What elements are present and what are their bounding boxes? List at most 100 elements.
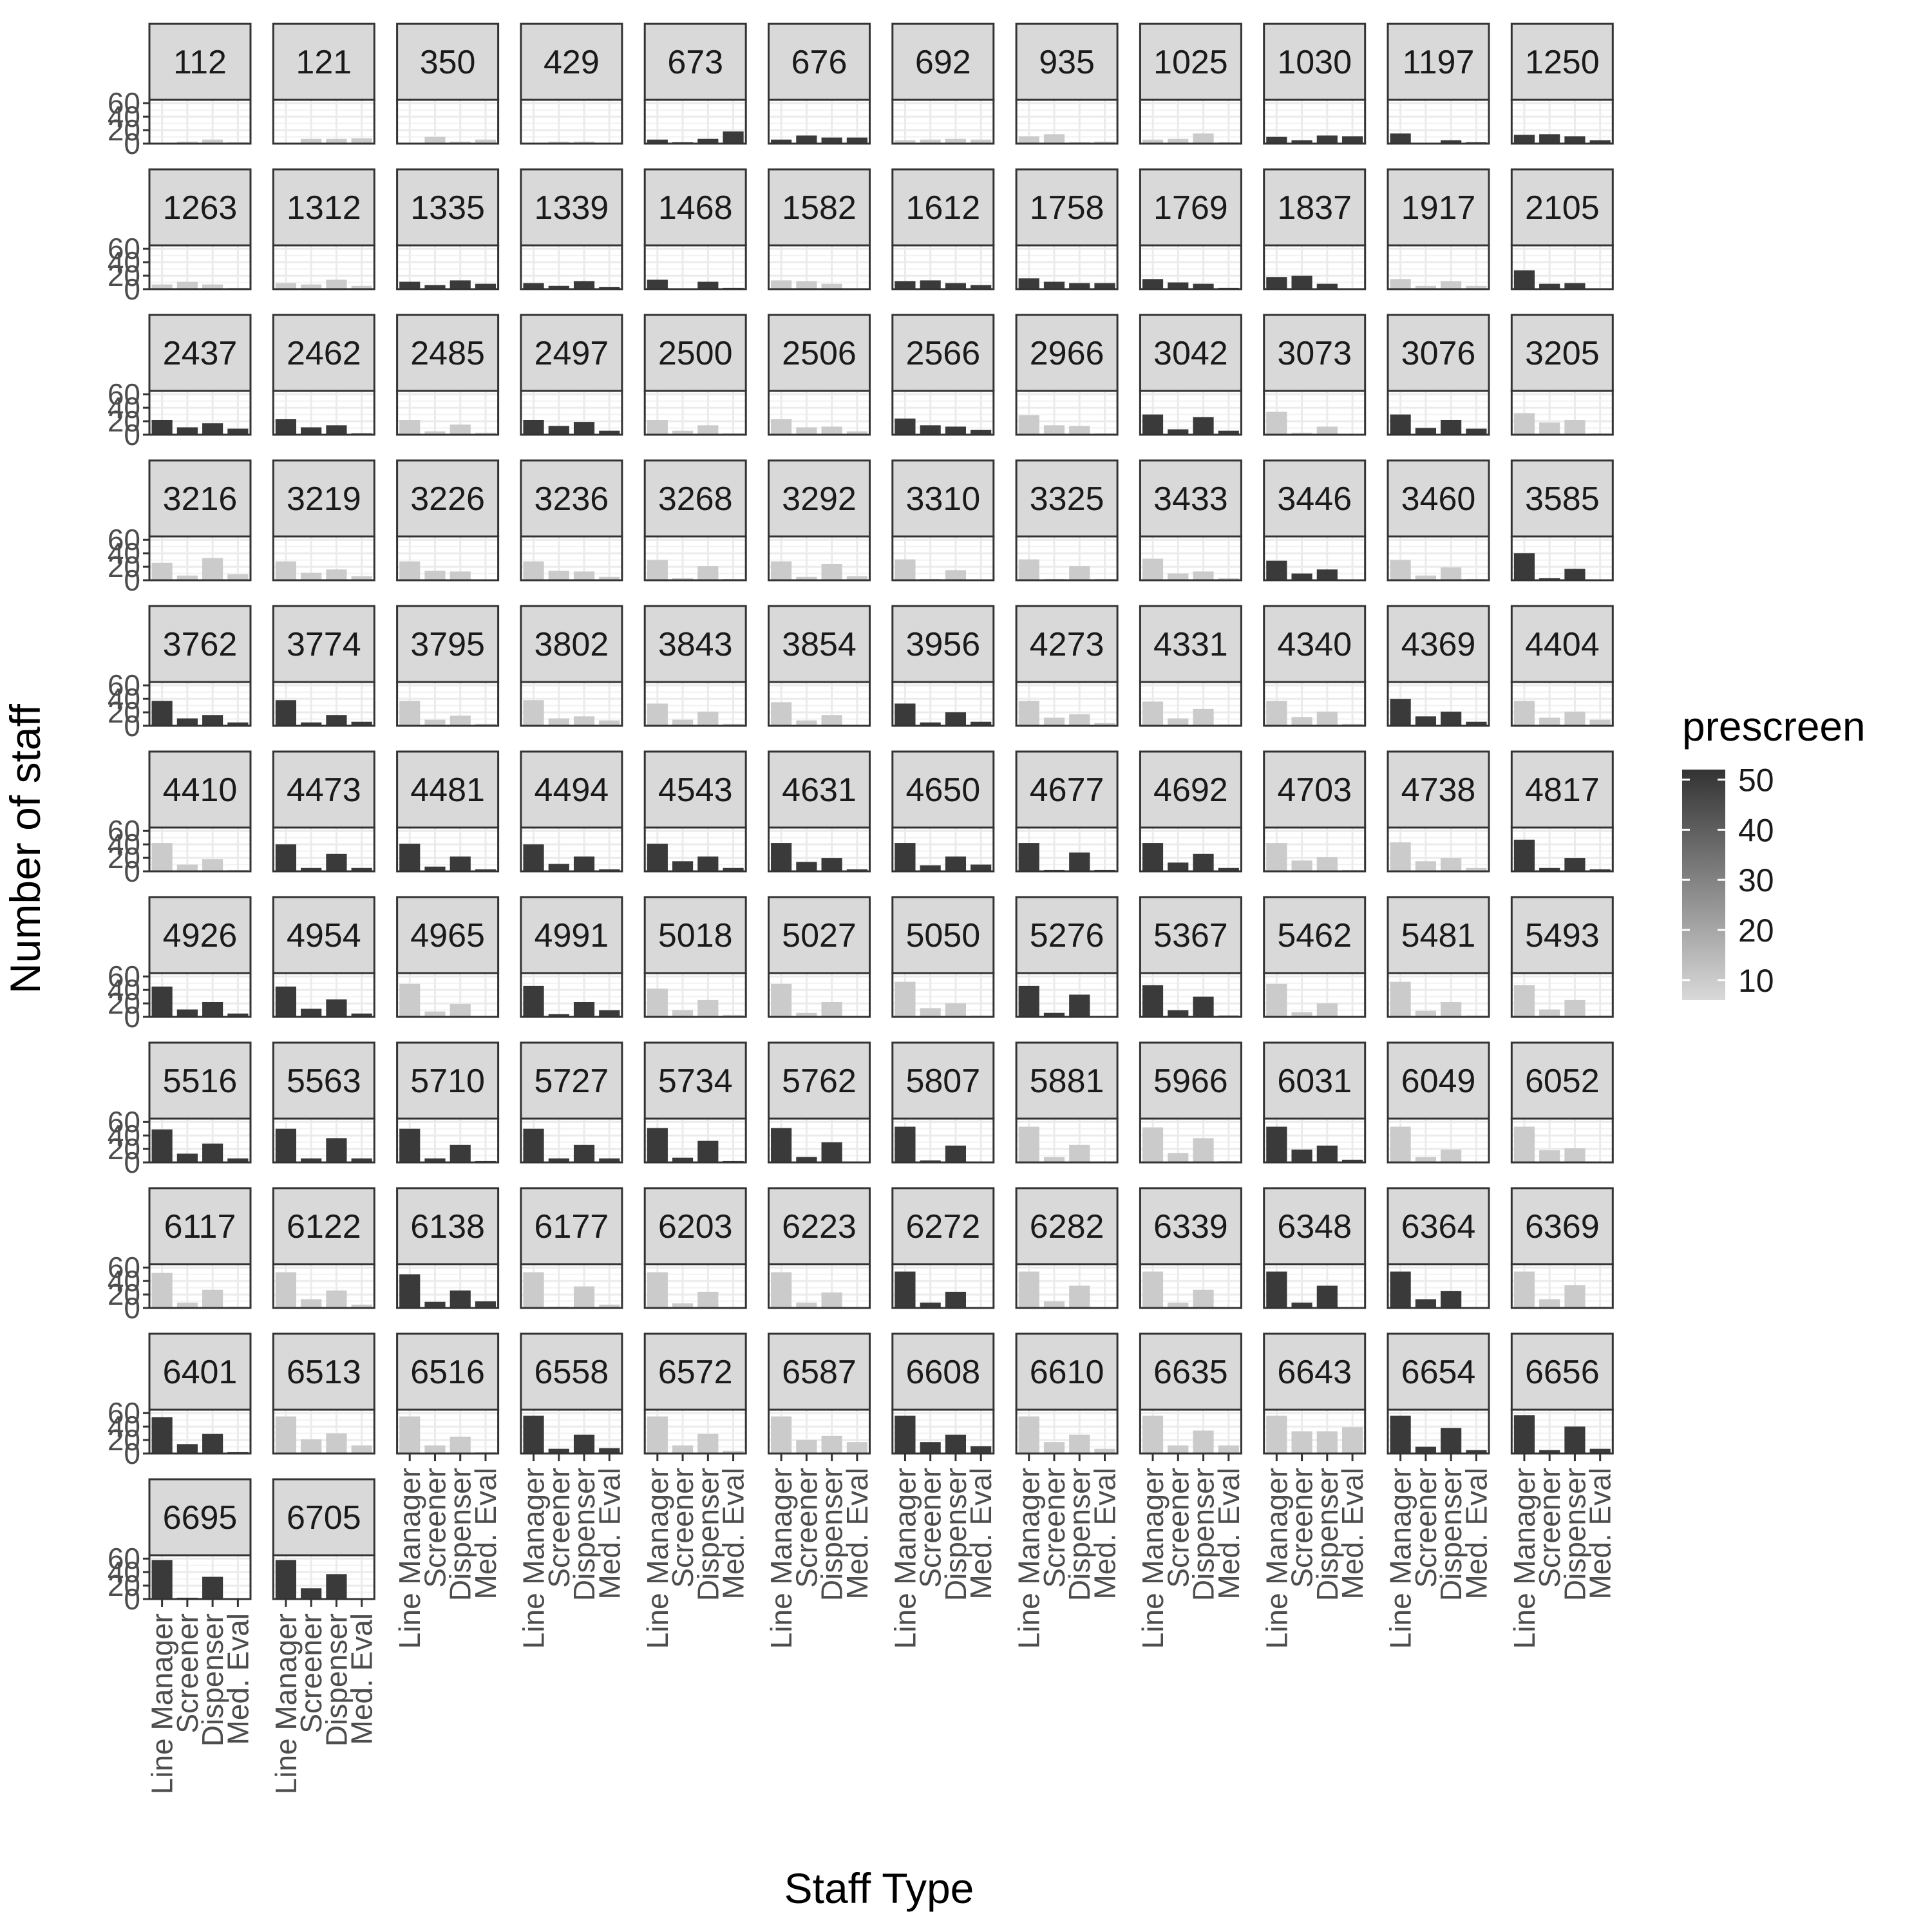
bar [1316,1003,1338,1017]
y-tick-label: 0 [124,127,140,160]
facet-strip [396,1332,500,1411]
panel-border [643,826,747,873]
facet-panel: 1758 [1015,168,1119,290]
bar [326,999,347,1017]
facet-panel: 4677 [1015,750,1119,873]
facet-panel: 6656 [1510,1332,1614,1455]
bar [1193,1138,1214,1162]
facet-panel: 676 [768,23,871,145]
bar [573,856,595,871]
bar [1564,136,1586,144]
bar [176,718,198,726]
facet-strip [1139,750,1242,829]
bar [599,287,620,289]
facet-strip [643,896,747,974]
bar [1069,852,1090,871]
bar [1564,419,1586,435]
facet-strip [891,605,995,683]
facet-strip-label: 4738 [1401,772,1476,809]
bar [895,703,916,726]
panel-border [396,1408,500,1455]
x-tick-label: Line Manager [1136,1468,1170,1649]
bar [573,1286,595,1308]
panel-border [272,1554,375,1600]
bar [1564,999,1586,1017]
facet-strip [891,896,995,974]
bar [202,1434,223,1454]
bar [1316,569,1338,580]
facet-panel: 5881 [1015,1041,1119,1164]
facet-strip-label: 4631 [782,772,857,809]
y-tick-label: 40 [108,1555,140,1589]
facet-panel: 673 [643,23,747,145]
bar [202,859,223,871]
facet-strip-label: 6656 [1525,1354,1600,1391]
bar [796,135,817,144]
y-tick-label: 0 [124,709,140,743]
bar [573,1434,595,1454]
facet-strip-label: 5516 [163,1063,238,1100]
panel-border [272,826,375,873]
panel-border [148,244,252,290]
x-tick-label: Line Manager [888,1468,922,1649]
facet-panel: 6705 [272,1478,375,1600]
bar [1441,712,1462,726]
bar [846,431,867,435]
panel-border [148,535,252,582]
panel-border [1510,1263,1614,1309]
facet-panel: 5762 [768,1041,871,1164]
panel-border [768,244,871,290]
bar [771,561,792,580]
facet-strip-label: 935 [1039,44,1095,81]
bar [326,853,347,871]
bar [424,285,446,289]
facet-strip-label: 112 [173,44,227,81]
facet-strip [1387,23,1490,101]
facet-panel: 4817 [1510,750,1614,873]
bar [151,562,173,580]
bar [672,1303,694,1308]
bar [1564,858,1586,871]
panel-border [1263,972,1367,1018]
bar [450,856,471,871]
bar [1415,428,1436,435]
facet-panel: 4331 [1139,605,1242,727]
bar [1266,843,1287,871]
facet-strip [1015,23,1119,101]
panel-border [396,244,500,290]
facet-strip-label: 4273 [1030,626,1104,663]
facet-strip-label: 3073 [1277,335,1352,372]
facet-panel: 6369 [1510,1187,1614,1309]
bar [1441,140,1462,144]
panel-border [1139,1263,1242,1309]
bar [151,701,173,726]
bar [1018,843,1039,871]
facet-panel: 6364 [1387,1187,1490,1309]
bar [821,1435,842,1454]
bar [1441,1001,1462,1017]
bar [796,862,817,871]
panel-border [1139,972,1242,1018]
panel-border [396,972,500,1018]
bar [1043,717,1065,726]
facet-panel: 6339 [1139,1187,1242,1309]
panel-border [891,1408,995,1455]
x-tick-label: Screener [418,1468,451,1588]
legend-colorbar [1682,770,1725,1000]
y-tick-label: 0 [124,1146,140,1179]
facet-strip-label: 2105 [1525,189,1600,227]
panel-border [1510,535,1614,582]
panel-border [1387,681,1490,727]
facet-strip-label: 2566 [905,335,980,372]
bar [176,575,198,580]
bar [548,1448,569,1454]
facet-strip-label: 3802 [535,626,609,663]
bar [1218,430,1239,435]
facet-strip [272,1478,375,1557]
y-tick-label: 20 [108,404,140,438]
bar [1094,283,1115,289]
facet-panel: 4494 [520,750,623,873]
facet-strip-label: 5563 [287,1063,361,1100]
facet-strip-label: 6401 [163,1354,238,1391]
panel-border [1510,681,1614,727]
